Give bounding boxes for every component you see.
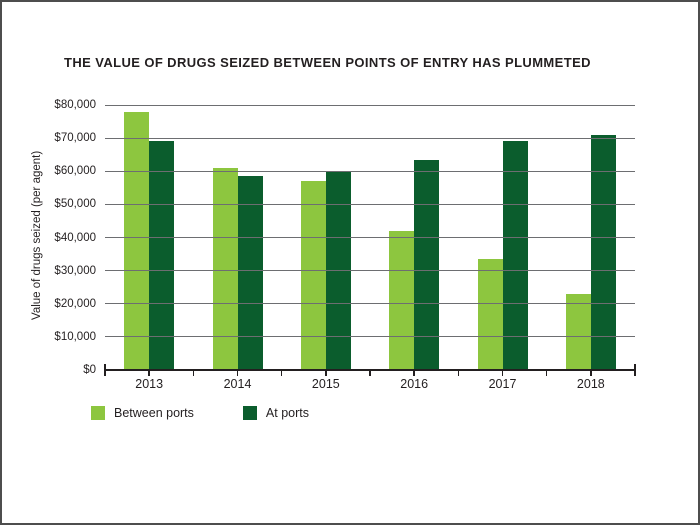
y-tick-label: $80,000 (54, 99, 96, 111)
legend-label: Between ports (114, 406, 194, 420)
y-tick-label: $10,000 (54, 330, 96, 343)
x-tick-label: 2016 (400, 377, 429, 391)
x-tick-label: 2013 (135, 377, 164, 391)
x-tick (545, 371, 548, 376)
gridline (105, 137, 635, 139)
x-tick (369, 371, 371, 376)
x-tick (501, 371, 504, 376)
x-tick-label: 2015 (311, 377, 340, 391)
legend-swatch (91, 406, 105, 420)
legend-item: At ports (242, 406, 309, 420)
x-tick (325, 371, 327, 376)
x-tick (413, 371, 415, 376)
gridline (105, 303, 635, 305)
x-tick (104, 364, 106, 376)
bar-at-ports (414, 159, 440, 370)
y-tick-label: $50,000 (54, 198, 96, 211)
x-tick (590, 371, 592, 376)
bar-between-ports (477, 259, 503, 370)
x-tick (192, 371, 195, 376)
x-tick (148, 371, 150, 376)
y-tick-label: $70,000 (54, 132, 96, 145)
x-tick-label: 2014 (223, 377, 252, 391)
bar-at-ports (237, 176, 263, 370)
x-tick (634, 364, 636, 376)
gridline (105, 237, 635, 238)
bar-between-ports (212, 167, 238, 370)
x-tick-label: 2018 (576, 377, 605, 391)
gridline (105, 104, 635, 106)
gridline (105, 336, 635, 338)
y-tick-label: $30,000 (54, 264, 96, 277)
gridline (105, 270, 635, 272)
legend: Between ports At ports (91, 406, 358, 420)
legend-label: At ports (265, 406, 309, 420)
x-tick (236, 371, 239, 376)
bar-between-ports (124, 111, 150, 370)
bar-at-ports (149, 141, 175, 370)
legend-swatch (242, 406, 257, 420)
x-tick-label: 2017 (488, 377, 517, 391)
legend-item: Between ports (91, 406, 194, 420)
x-tick (457, 371, 460, 376)
bar-at-ports (502, 141, 528, 370)
x-tick (280, 371, 283, 376)
bar-between-ports (389, 230, 415, 370)
x-axis-line (105, 369, 635, 371)
y-tick-label: $60,000 (54, 165, 96, 178)
gridline (105, 170, 635, 172)
chart-title: THE VALUE OF DRUGS SEIZED BETWEEN POINTS… (64, 55, 591, 70)
y-tick-label: $20,000 (54, 297, 96, 310)
y-tick-label: $40,000 (54, 231, 96, 244)
bar-at-ports (590, 134, 616, 370)
y-tick-label: $0 (83, 364, 96, 376)
bar-between-ports (300, 181, 326, 370)
gridline (105, 203, 635, 205)
bar-between-ports (565, 293, 591, 370)
